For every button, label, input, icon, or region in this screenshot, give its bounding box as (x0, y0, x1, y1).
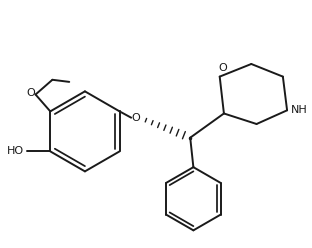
Text: HO: HO (7, 146, 24, 156)
Text: O: O (26, 89, 35, 98)
Text: O: O (131, 113, 140, 123)
Text: NH: NH (291, 105, 308, 115)
Text: O: O (218, 63, 227, 73)
